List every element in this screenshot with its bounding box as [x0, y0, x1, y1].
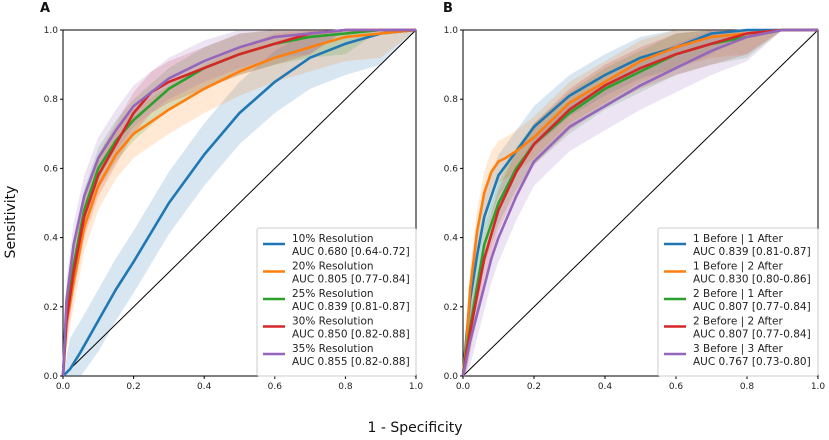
legend-auc: AUC 0.680 [0.64-0.72] [292, 246, 410, 258]
x-tick-label: 0.6 [268, 382, 283, 392]
x-tick-label: 1.0 [811, 382, 826, 392]
legend-auc: AUC 0.839 [0.81-0.87] [292, 301, 410, 313]
y-axis-title: Sensitivity [3, 186, 19, 259]
y-tick-label: 0.0 [444, 372, 459, 382]
panel-letter: A [40, 1, 50, 16]
x-tick-label: 0.8 [338, 382, 353, 392]
y-tick-label: 1.0 [444, 26, 459, 36]
x-tick-label: 0.8 [740, 382, 755, 392]
confidence-band [63, 30, 416, 376]
legend-auc: AUC 0.855 [0.82-0.88] [292, 356, 410, 368]
panel-A: A 0.00.0 0.2 0.2 0.4 0.4 0.6 0.6 0.8 0.8 1.0 1.0 10%… [40, 1, 423, 392]
legend-box [256, 227, 417, 377]
legend-label: 10% Resolution [292, 233, 374, 245]
panels: A0.00.00.20.20.40.40.60.60.80.81.01.010%… [40, 1, 825, 392]
chance-diagonal [62, 29, 417, 377]
legend-auc: AUC 0.807 [0.77-0.84] [693, 301, 811, 313]
legend-label: 1 Before | 2 After [693, 261, 783, 273]
confidence-band [463, 30, 818, 376]
series-line [461, 28, 818, 377]
y-tick-label: 0.6 [444, 164, 459, 174]
y-tick-label: 1.0 [44, 26, 59, 36]
confidence-band [63, 30, 416, 376]
legend-auc: AUC 0.850 [0.82-0.88] [292, 329, 410, 341]
y-tick-label: 0.8 [444, 95, 459, 105]
confidence-bands [463, 30, 818, 376]
y-tick-label: 0.2 [44, 303, 58, 313]
legend-auc: AUC 0.830 [0.80-0.86] [693, 274, 811, 286]
chance-diagonal [462, 29, 819, 377]
series-line [61, 28, 417, 377]
legend-auc: AUC 0.805 [0.77-0.84] [292, 274, 410, 286]
x-tick-label: 0.0 [56, 382, 71, 392]
y-tick-label: 0.2 [444, 303, 458, 313]
legend-label: 2 Before | 1 After [693, 288, 783, 300]
x-tick-label: 0.4 [598, 382, 613, 392]
y-tick-label: 0.0 [44, 372, 59, 382]
confidence-band [463, 30, 818, 376]
confidence-band [463, 30, 818, 376]
confidence-band [463, 30, 818, 376]
legend-label: 3 Before | 3 After [693, 343, 783, 355]
panel-B: B 0.00.0 0.2 0.2 0.4 0.4 0.6 0.6 0.8 0.8 1.0 1.0 1 B… [443, 1, 825, 392]
legend-label: 2 Before | 2 After [693, 316, 783, 328]
legend-box [657, 227, 819, 377]
y-tick-label: 0.4 [44, 234, 59, 244]
confidence-band [463, 30, 818, 376]
legend-label: 25% Resolution [292, 288, 374, 300]
legend-label: 1 Before | 1 After [693, 233, 783, 245]
series-line [61, 28, 416, 377]
series-line [461, 28, 818, 377]
x-tick-label: 0.2 [527, 382, 541, 392]
legend-label: 20% Resolution [292, 261, 374, 273]
x-tick-label: 0.2 [126, 382, 140, 392]
y-tick-label: 0.4 [444, 234, 459, 244]
x-tick-label: 0.4 [197, 382, 212, 392]
x-axis-title: 1 - Specificity [367, 420, 462, 436]
series-line [461, 28, 818, 377]
legend-label: 30% Resolution [292, 316, 374, 328]
x-tick-label: 0.0 [456, 382, 471, 392]
legend-label: 35% Resolution [292, 343, 374, 355]
y-tick-label: 0.6 [44, 164, 59, 174]
legend-auc: AUC 0.767 [0.73-0.80] [693, 356, 811, 368]
series-line [461, 28, 818, 377]
legend-auc: AUC 0.839 [0.81-0.87] [693, 246, 811, 258]
panel-letter: B [443, 1, 453, 16]
series-line [461, 28, 818, 377]
legend-auc: AUC 0.807 [0.77-0.84] [693, 329, 811, 341]
x-tick-label: 1.0 [409, 382, 424, 392]
y-tick-label: 0.8 [44, 95, 59, 105]
series-line [62, 28, 417, 377]
x-tick-label: 0.6 [669, 382, 684, 392]
